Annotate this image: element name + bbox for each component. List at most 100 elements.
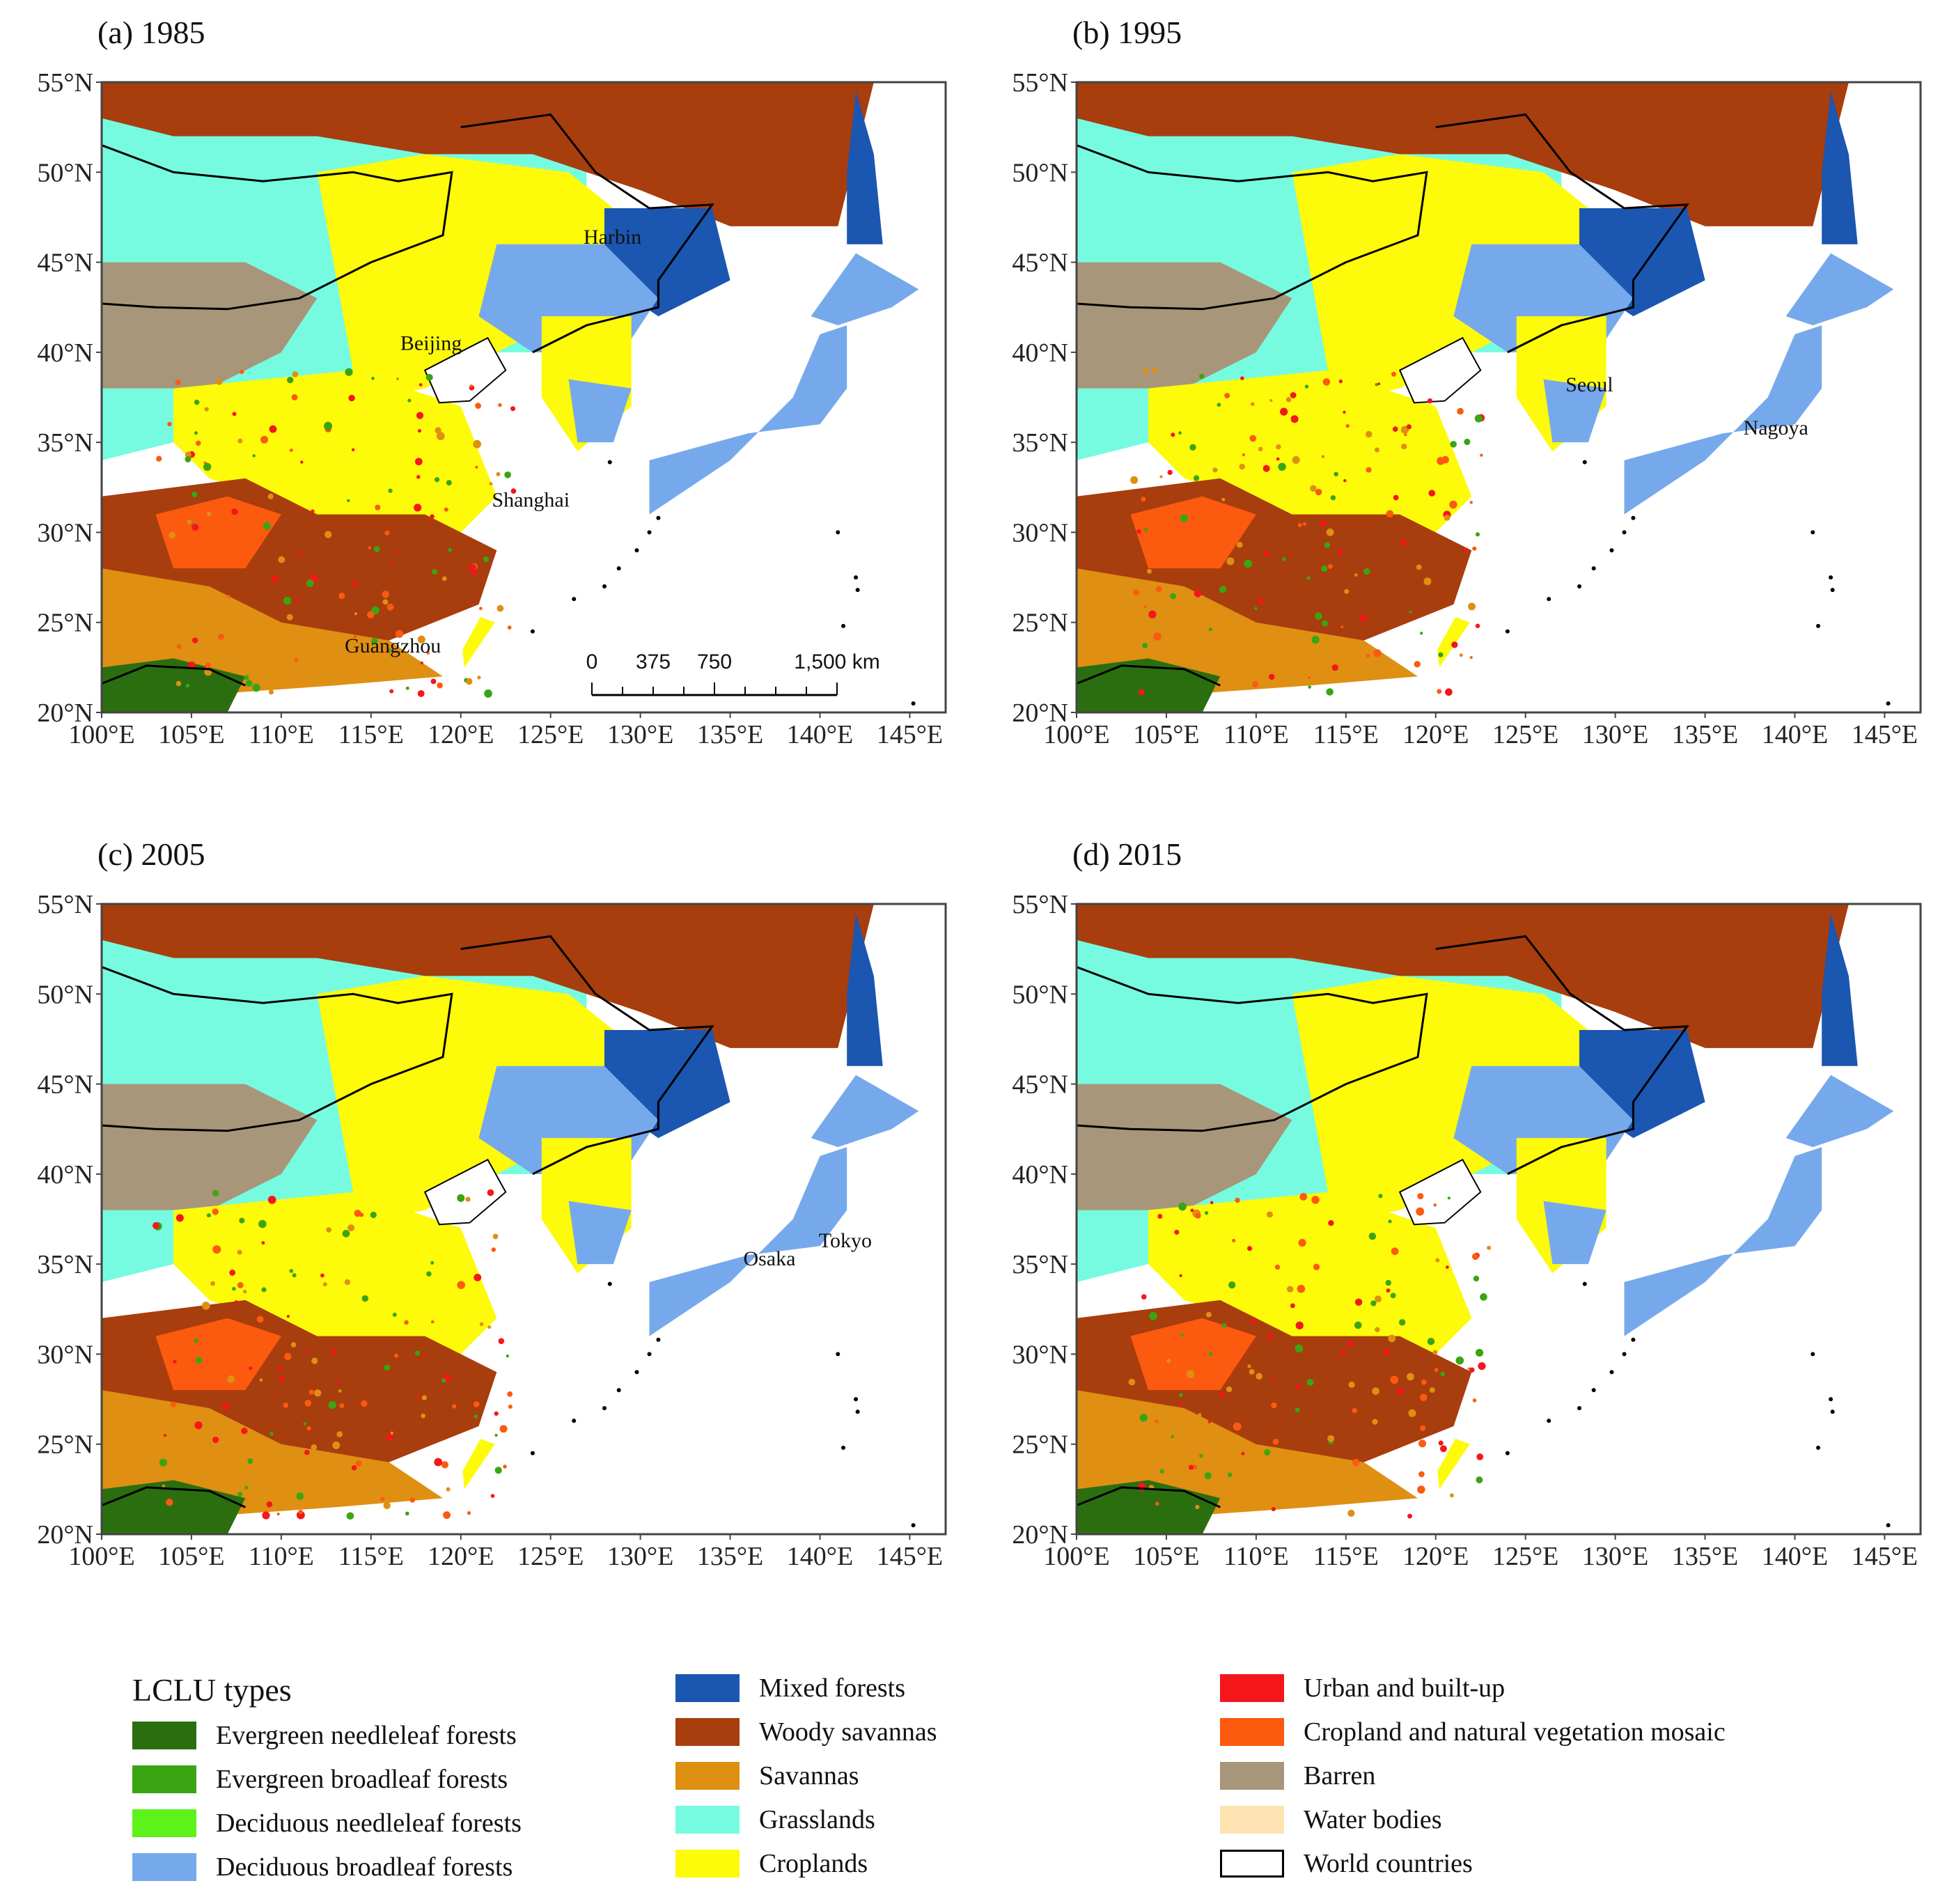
land-cover-speckle [1179, 1274, 1182, 1277]
land-cover-speckle [232, 412, 237, 416]
land-cover-region [1437, 1439, 1470, 1490]
land-cover-speckle [1258, 446, 1263, 452]
land-cover-speckle [206, 662, 210, 666]
lat-tick-label: 25°N [1012, 1430, 1068, 1460]
land-cover-speckle [1186, 1370, 1195, 1378]
land-cover-speckle [153, 1222, 159, 1229]
land-cover-speckle [1388, 1334, 1396, 1343]
land-cover-speckle [1321, 565, 1328, 572]
land-cover-speckle [1178, 1402, 1182, 1407]
land-cover-speckle [222, 1403, 230, 1410]
land-cover-region [1077, 262, 1292, 389]
land-cover-speckle [508, 1404, 513, 1409]
land-cover-speckle [473, 571, 478, 576]
land-cover-speckle [1241, 1451, 1245, 1456]
land-cover-speckle [1226, 1386, 1233, 1393]
land-cover-speckle [1459, 653, 1463, 657]
island-marker [911, 701, 916, 706]
legend-item: Savannas [675, 1761, 859, 1791]
island-marker [1886, 1523, 1891, 1528]
panel-title: (a) 1985 [97, 15, 205, 50]
land-cover-speckle [1437, 457, 1445, 465]
land-cover-speckle [1310, 485, 1317, 492]
land-cover-speckle [386, 1433, 393, 1441]
land-cover-speckle [278, 556, 286, 563]
land-cover-speckle [1178, 431, 1182, 435]
land-cover-speckle [1487, 1245, 1492, 1250]
land-cover-speckle [1149, 1311, 1157, 1320]
land-cover-speckle [420, 661, 423, 664]
land-cover-speckle [252, 683, 260, 692]
land-cover-speckle [185, 456, 191, 462]
land-cover-speckle [1475, 532, 1480, 537]
city-label: Seoul [1565, 373, 1613, 396]
land-cover-speckle [1427, 1337, 1435, 1345]
land-cover-speckle [269, 1432, 274, 1436]
land-cover-speckle [414, 1350, 421, 1356]
land-cover-speckle [389, 689, 394, 694]
land-cover-speckle [1392, 426, 1398, 432]
lon-tick-label: 125°E [1492, 1542, 1558, 1571]
land-cover-speckle [1475, 1348, 1484, 1357]
land-cover-speckle [1368, 1232, 1377, 1240]
land-cover-speckle [492, 1233, 499, 1240]
lon-tick-label: 145°E [1852, 720, 1918, 749]
land-cover-speckle [175, 1214, 184, 1222]
land-cover-speckle [1469, 656, 1473, 660]
land-cover-speckle [166, 1498, 173, 1506]
land-cover-speckle [170, 1401, 177, 1408]
land-cover-speckle [1440, 1445, 1447, 1453]
land-cover-speckle [203, 462, 212, 471]
lat-tick-label: 45°N [1012, 1070, 1068, 1100]
land-cover-speckle [175, 680, 182, 687]
land-cover-speckle [1385, 1279, 1391, 1286]
land-cover-speckle [1344, 588, 1350, 594]
land-cover-speckle [237, 1492, 243, 1497]
land-cover-speckle [1290, 392, 1297, 398]
land-cover-speckle [237, 1249, 242, 1255]
legend-item: Urban and built-up [1220, 1673, 1505, 1703]
city-label: Nagoya [1744, 416, 1808, 439]
land-cover-speckle [1366, 653, 1370, 658]
land-cover-speckle [404, 1320, 409, 1325]
land-cover-speckle [1257, 598, 1264, 604]
legend-title: LCLU types [132, 1672, 292, 1708]
land-cover-speckle [297, 552, 302, 556]
land-cover-speckle [283, 1403, 289, 1408]
land-cover-speckle [1457, 407, 1464, 415]
land-cover-speckle [1386, 510, 1394, 518]
sea-area [423, 336, 507, 404]
land-cover-speckle [1359, 614, 1367, 622]
land-cover-speckle [1141, 1294, 1147, 1300]
land-cover-speckle [1299, 1193, 1308, 1201]
lon-tick-label: 135°E [697, 720, 763, 749]
island-marker [602, 584, 607, 588]
island-marker [602, 1406, 607, 1410]
land-cover-speckle [311, 1444, 318, 1451]
land-cover-speckle [1340, 1350, 1346, 1357]
island-marker [836, 1352, 840, 1357]
land-cover-speckle [373, 545, 380, 552]
land-cover-region [102, 262, 318, 389]
land-cover-speckle [361, 1295, 368, 1302]
island-marker [854, 1397, 859, 1402]
land-cover-speckle [203, 461, 207, 465]
legend-item: Evergreen needleleaf forests [132, 1720, 517, 1751]
legend-swatch [1220, 1806, 1284, 1834]
land-cover-speckle [1143, 605, 1147, 609]
land-cover-speckle [187, 519, 192, 524]
land-cover-speckle [206, 1213, 211, 1218]
land-cover-speckle [409, 1497, 415, 1503]
land-cover-speckle [286, 614, 293, 621]
land-cover-speckle [203, 1414, 210, 1421]
land-cover-speckle [218, 633, 224, 640]
land-cover-speckle [351, 448, 355, 452]
land-cover-speckle [279, 1375, 286, 1382]
lon-tick-label: 145°E [877, 720, 943, 749]
land-cover-speckle [294, 657, 299, 662]
land-cover-speckle [239, 1217, 245, 1224]
land-cover-speckle [1438, 652, 1444, 657]
land-cover-speckle [1224, 393, 1230, 399]
land-cover-speckle [178, 516, 182, 520]
land-cover-speckle [1397, 1388, 1405, 1396]
